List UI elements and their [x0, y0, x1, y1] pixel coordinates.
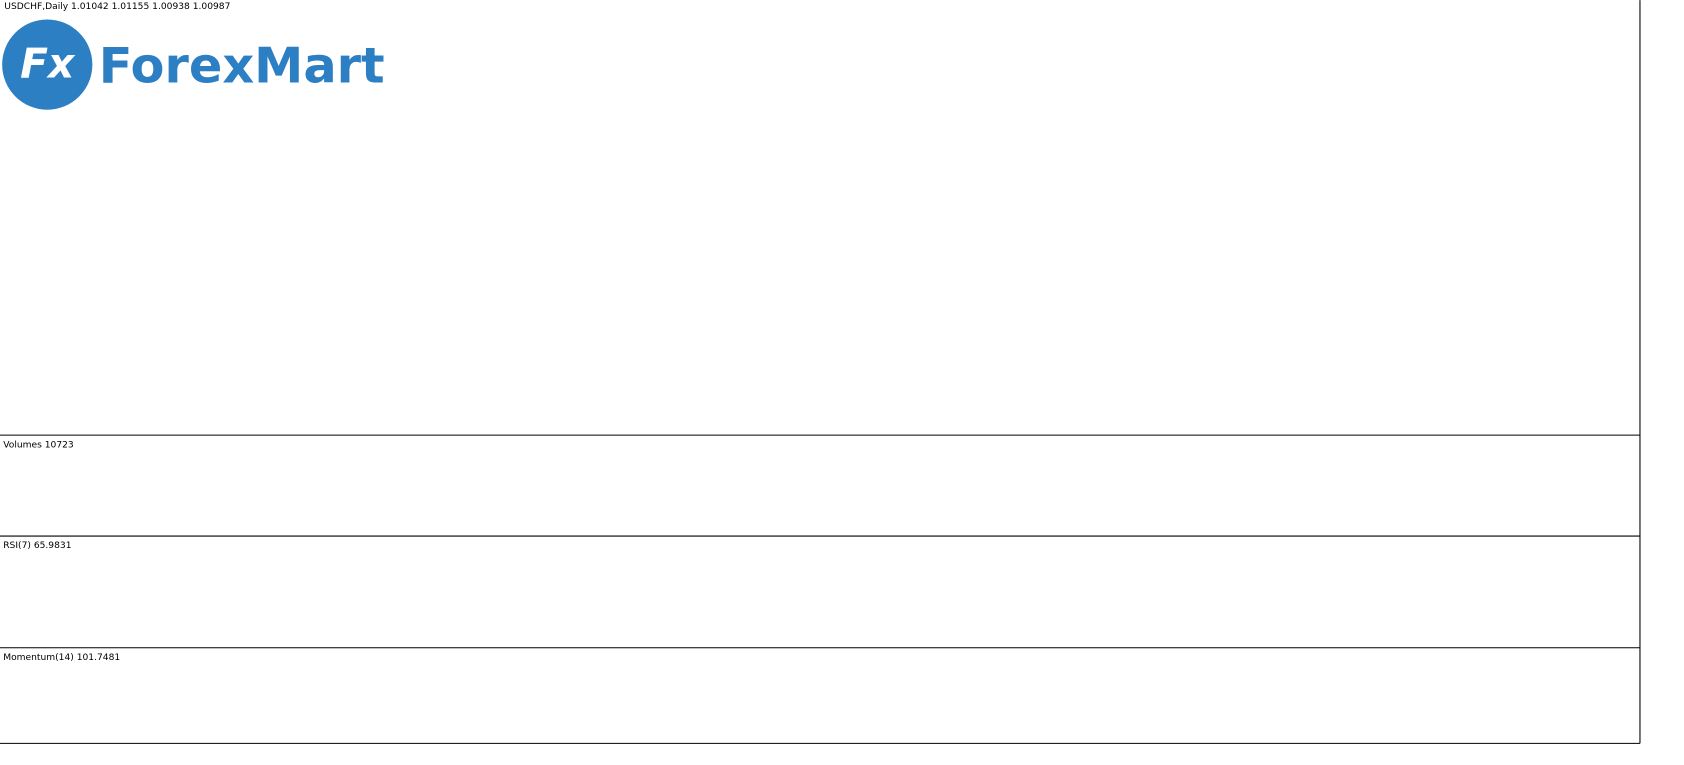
chart-title: USDCHF,Daily 1.01042 1.01155 1.00938 1.0… — [4, 2, 230, 12]
watermark: ForexMart — [99, 36, 385, 94]
rsi-title: RSI(7) 65.9831 — [3, 541, 71, 551]
volume-title: Volumes 10723 — [3, 440, 74, 450]
momentum-title: Momentum(14) 101.7481 — [3, 653, 120, 663]
logo-circle — [2, 19, 93, 110]
logo-icon: Fx — [20, 40, 76, 88]
